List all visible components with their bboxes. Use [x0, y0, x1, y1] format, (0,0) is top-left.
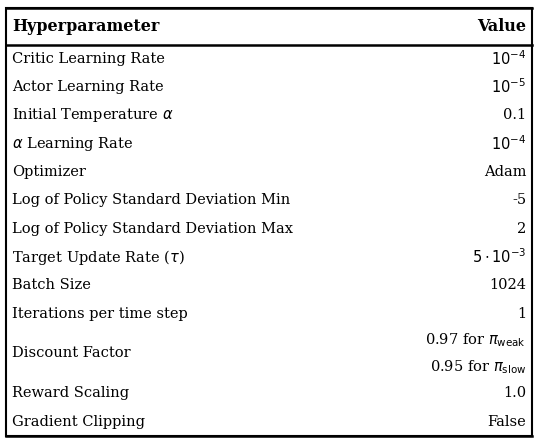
- Text: Actor Learning Rate: Actor Learning Rate: [12, 80, 164, 94]
- Text: Hyperparameter: Hyperparameter: [12, 18, 159, 35]
- Text: 1.0: 1.0: [503, 386, 526, 400]
- Text: $10^{-5}$: $10^{-5}$: [491, 78, 526, 96]
- Text: Adam: Adam: [484, 165, 526, 179]
- Text: Log of Policy Standard Deviation Max: Log of Policy Standard Deviation Max: [12, 222, 293, 235]
- Text: Iterations per time step: Iterations per time step: [12, 307, 188, 321]
- Text: Value: Value: [477, 18, 526, 35]
- Text: 0.95 for $\pi_{\mathrm{slow}}$: 0.95 for $\pi_{\mathrm{slow}}$: [430, 358, 526, 376]
- Text: $\alpha$ Learning Rate: $\alpha$ Learning Rate: [12, 135, 133, 153]
- Text: Gradient Clipping: Gradient Clipping: [12, 415, 145, 429]
- Text: Critic Learning Rate: Critic Learning Rate: [12, 52, 165, 66]
- Text: Log of Policy Standard Deviation Min: Log of Policy Standard Deviation Min: [12, 194, 290, 207]
- Text: 0.1: 0.1: [503, 108, 526, 122]
- Text: False: False: [487, 415, 526, 429]
- Text: Target Update Rate ($\tau$): Target Update Rate ($\tau$): [12, 248, 185, 267]
- Text: Discount Factor: Discount Factor: [12, 347, 130, 360]
- Text: Optimizer: Optimizer: [12, 165, 86, 179]
- Text: 1024: 1024: [489, 278, 526, 292]
- Text: 2: 2: [517, 222, 526, 235]
- Text: 0.97 for $\pi_{\mathrm{weak}}$: 0.97 for $\pi_{\mathrm{weak}}$: [426, 331, 526, 349]
- Text: Batch Size: Batch Size: [12, 278, 91, 292]
- Text: $10^{-4}$: $10^{-4}$: [491, 134, 526, 153]
- Text: 1: 1: [517, 307, 526, 321]
- Text: $10^{-4}$: $10^{-4}$: [491, 50, 526, 68]
- Text: Initial Temperature $\alpha$: Initial Temperature $\alpha$: [12, 107, 173, 124]
- Text: $5 \cdot 10^{-3}$: $5 \cdot 10^{-3}$: [471, 248, 526, 266]
- Text: Reward Scaling: Reward Scaling: [12, 386, 129, 400]
- Text: -5: -5: [512, 194, 526, 207]
